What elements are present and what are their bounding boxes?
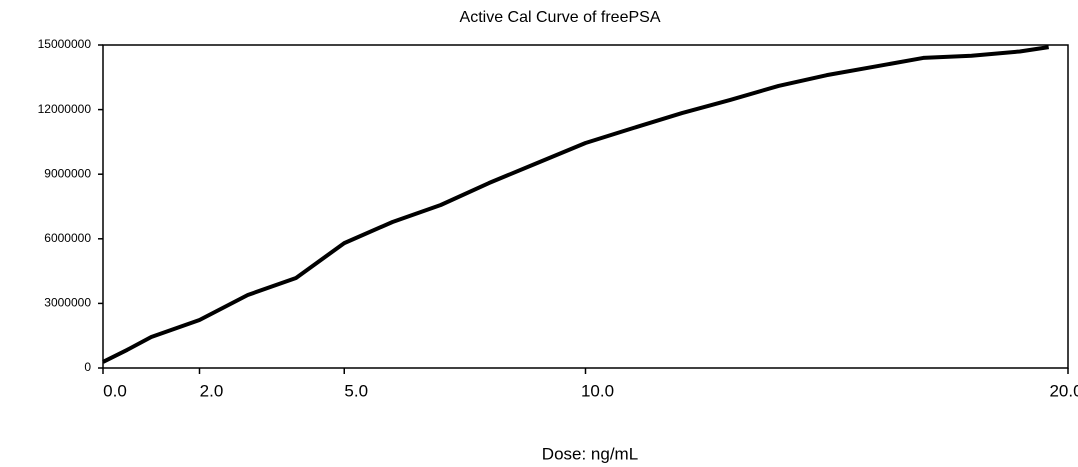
y-tick-label: 12000000 [38,102,92,116]
y-tick-label: 3000000 [44,296,91,310]
y-tick-label: 15000000 [38,37,92,51]
x-tick-label: 2.0 [200,381,224,400]
data-line [102,45,1049,364]
plot-frame [102,44,1069,369]
chart-title: Active Cal Curve of freePSA [460,9,661,26]
x-tick-label: 20.0 [1049,381,1078,400]
x-tick-label: 10.0 [581,381,614,400]
y-tick-label: 6000000 [44,231,91,245]
x-tick-label: 0.0 [103,381,127,400]
x-axis-label: Dose: ng/mL [542,444,638,463]
y-tick-label: 9000000 [44,166,91,180]
x-tick-label: 5.0 [344,381,368,400]
y-tick-label: 0 [84,360,91,374]
